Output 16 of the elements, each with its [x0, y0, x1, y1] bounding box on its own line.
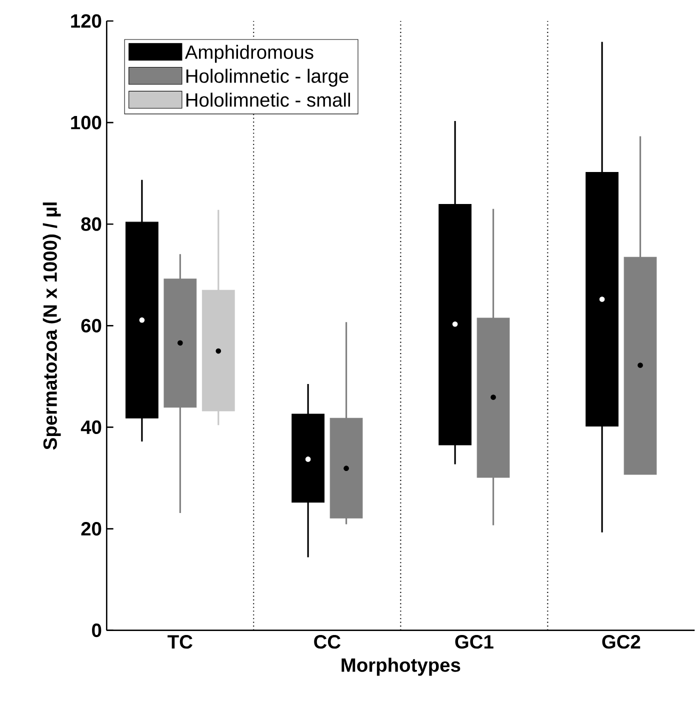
x-tick-label: GC1 — [455, 635, 494, 649]
y-tick-label: 60 — [81, 318, 102, 332]
y-tick-label: 120 — [71, 14, 102, 28]
y-tick-label: 0 — [92, 624, 102, 638]
legend-label: Amphidromous — [184, 44, 314, 63]
y-tick-label: 100 — [71, 116, 102, 130]
y-tick-label: 20 — [81, 522, 102, 536]
x-tick-label: GC2 — [602, 635, 640, 649]
y-axis-title: Spermatozoa (N x 1000) / µl — [42, 202, 61, 450]
x-tick-label: TC — [168, 635, 192, 649]
y-tick-label: 40 — [80, 420, 102, 434]
legend-label: Hololimnetic - large — [186, 68, 348, 87]
x-axis-title: Morphotypes — [342, 658, 460, 676]
legend-label: Hololimnetic - small — [186, 92, 350, 107]
x-tick-label: CC — [314, 635, 341, 649]
y-tick-label: 80 — [81, 217, 102, 231]
